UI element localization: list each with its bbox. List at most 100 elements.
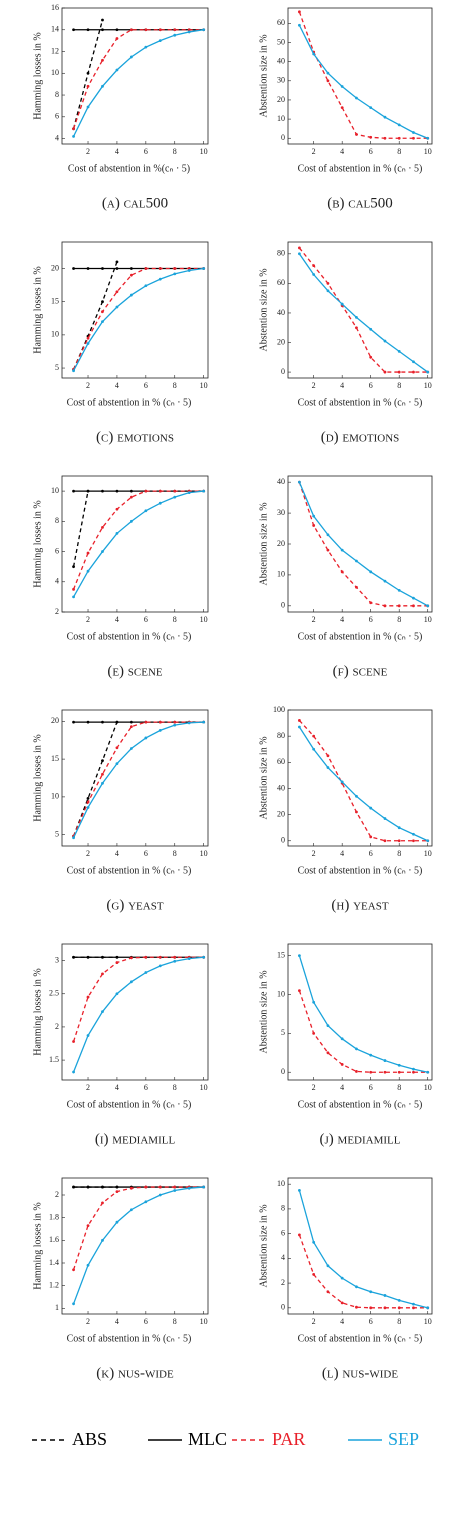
marker [129, 980, 133, 984]
x-tick-label: 8 [397, 615, 401, 624]
marker [202, 1185, 206, 1189]
x-tick-label: 8 [397, 1317, 401, 1326]
series-line [72, 261, 118, 370]
marker [158, 277, 162, 281]
y-axis-label: Abstention size in % [258, 34, 269, 117]
y-tick-label: 2 [55, 1022, 59, 1031]
y-tick-label: 5 [55, 363, 59, 372]
marker [412, 370, 415, 374]
series-line [72, 956, 204, 1073]
x-axis-label: Cost of abstention in % (cₙ · 5) [67, 1099, 192, 1110]
y-tick-label: 10 [51, 792, 59, 801]
marker [369, 570, 373, 574]
marker [397, 1070, 401, 1074]
y-tick-label: 15 [51, 297, 59, 306]
marker [129, 956, 133, 960]
series-line [72, 1186, 204, 1271]
marker [426, 604, 430, 608]
marker [173, 955, 177, 959]
y-tick-label: 4 [55, 133, 59, 142]
y-tick-label: 40 [277, 56, 285, 65]
marker [298, 1188, 301, 1192]
x-tick-label: 10 [424, 615, 432, 624]
marker [383, 839, 387, 843]
y-tick-label: 1.8 [49, 1212, 59, 1221]
marker [326, 1051, 330, 1055]
marker [397, 349, 401, 353]
y-tick-label: 1.5 [49, 1055, 59, 1064]
marker [355, 559, 358, 563]
marker [383, 136, 387, 140]
marker [72, 720, 75, 724]
marker [158, 501, 162, 505]
x-tick-label: 6 [144, 1083, 148, 1092]
marker [72, 595, 75, 599]
x-axis-label: Cost of abstention in % (cₙ · 5) [67, 631, 192, 642]
x-tick-label: 4 [115, 1083, 119, 1092]
series-line [72, 490, 204, 598]
x-tick-label: 2 [312, 849, 316, 858]
marker [101, 1201, 104, 1205]
marker [173, 33, 177, 37]
marker [298, 10, 301, 14]
marker [72, 28, 75, 32]
caption: (g) yeast [106, 897, 163, 913]
series-line [298, 720, 428, 842]
y-tick-label: 1.6 [49, 1235, 59, 1244]
series-line [72, 721, 204, 837]
x-tick-label: 6 [144, 1317, 148, 1326]
marker [312, 52, 316, 56]
marker [326, 1290, 330, 1294]
marker [369, 1290, 373, 1294]
y-axis-label: Abstention size in % [258, 736, 269, 819]
y-tick-label: 50 [277, 37, 285, 46]
marker [144, 736, 148, 740]
marker [412, 832, 415, 836]
x-tick-label: 2 [86, 1083, 90, 1092]
x-axis-label: Cost of abstention in % (cₙ · 5) [298, 1333, 423, 1344]
marker [173, 723, 177, 727]
marker [115, 507, 119, 511]
marker [355, 810, 358, 814]
marker [129, 55, 133, 59]
marker [383, 604, 387, 608]
marker [369, 1070, 373, 1074]
marker [173, 272, 177, 276]
marker [397, 1063, 401, 1067]
marker [326, 754, 330, 758]
y-tick-label: 40 [277, 477, 285, 486]
marker [355, 96, 358, 100]
marker [355, 1070, 358, 1073]
marker [115, 532, 119, 535]
marker [86, 720, 90, 724]
marker [101, 1185, 104, 1189]
marker [86, 84, 90, 88]
marker [383, 817, 387, 820]
legend-label: PAR [272, 1429, 305, 1449]
marker [144, 971, 148, 974]
y-tick-label: 10 [277, 1179, 285, 1188]
marker [397, 370, 401, 374]
marker [129, 1186, 133, 1190]
marker [187, 491, 191, 495]
x-tick-label: 6 [144, 849, 148, 858]
caption: (l) nus-wide [322, 1365, 398, 1381]
series-line [298, 990, 428, 1073]
marker [202, 28, 206, 32]
x-tick-label: 6 [369, 147, 373, 156]
marker [340, 1276, 344, 1280]
y-tick-label: 40 [277, 783, 285, 792]
marker [326, 548, 330, 552]
marker [298, 252, 301, 256]
marker [86, 797, 90, 800]
marker [72, 127, 75, 131]
marker [129, 293, 133, 297]
marker [158, 964, 162, 968]
marker [129, 519, 133, 523]
marker [326, 1024, 330, 1027]
marker [187, 267, 191, 270]
marker [312, 514, 316, 518]
marker [397, 1306, 401, 1310]
x-tick-label: 2 [312, 381, 316, 390]
marker [412, 1067, 415, 1071]
